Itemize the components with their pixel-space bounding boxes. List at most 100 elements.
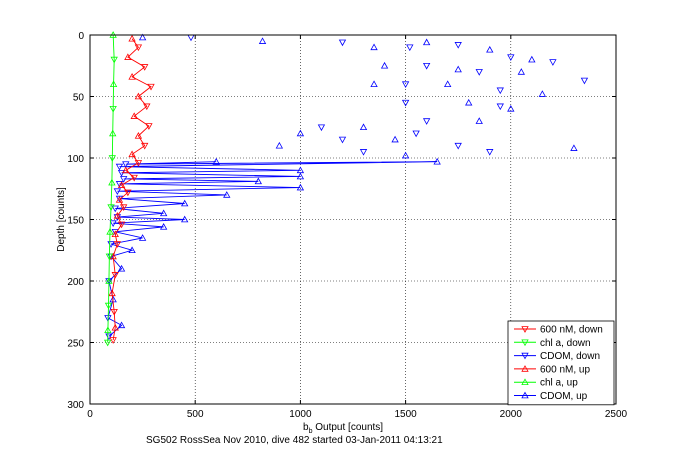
chla-profile-marker [107,204,115,212]
cdom-scatter-marker [406,44,414,52]
cdom-scatter-marker [258,37,267,44]
cdom-scatter-marker [412,130,420,138]
cdom-scatter-marker [370,43,378,51]
legend-entry: chl a, down [514,338,591,349]
y-tick-label: 0 [78,31,84,42]
x-axis-label-rest: Output [counts] [312,422,383,433]
legend-label: chl a, up [540,378,578,389]
nm600-profile-marker [113,211,122,219]
nm600-profile-marker [111,230,119,238]
legend-entry: 600 nM, down [514,325,603,336]
x-tick-label: 0 [87,409,93,420]
cdom-profile-marker [296,183,305,191]
y-tick-label: 50 [73,93,85,104]
cdom-scatter-marker [296,129,305,137]
cdom-profile-marker [113,188,122,196]
x-tick-label: 1000 [289,409,312,420]
cdom-profile-marker [433,157,441,165]
legend-marker [521,339,529,347]
nm600-profile-marker [117,221,126,229]
nm600-profile-marker [117,181,126,188]
nm600-profile-marker [134,92,143,100]
cdom-profile-marker [113,214,122,221]
nm600-profile-marker [141,142,149,150]
legend-label: 600 nM, up [540,364,590,375]
legend-entry: CDOM, down [514,351,600,362]
nm600-profile-marker [124,189,132,197]
cdom-scatter-marker [370,80,378,87]
cdom-profile-marker [109,220,117,228]
cdom-scatter-marker [317,124,326,132]
cdom-scatter-marker [570,144,578,151]
chla-profile-marker [110,56,118,64]
chla-profile-marker [106,227,114,235]
legend-entry: 600 nM, up [514,364,590,375]
cdom-profile-marker [115,181,124,188]
cdom-scatter-marker [138,33,147,41]
cdom-profile-marker [128,246,136,254]
legend-entry: CDOM, up [514,391,588,402]
cdom-scatter-marker [538,90,547,97]
cdom-profile-marker [181,199,189,207]
legend-marker [521,365,529,372]
nm600-profile-marker [108,289,116,297]
cdom-scatter-marker [465,98,473,106]
nm600-profile-marker [124,53,132,60]
y-tick-label: 300 [67,400,84,411]
cdom-scatter-marker [517,68,525,75]
x-tick-label: 1500 [394,409,417,420]
legend-marker [521,326,529,333]
chla-profile-marker [109,129,117,137]
nm600-profile-line [111,38,152,341]
nm600-profile-marker [111,323,119,331]
cdom-scatter-marker [475,117,483,124]
nm600-profile-marker [145,123,153,130]
chla-profile-marker [104,302,113,310]
cdom-scatter-marker [391,135,399,143]
legend-marker [521,352,529,360]
legend-marker [521,391,529,399]
legend: 600 nM, down chl a, down CDOM, down 600 nM,… [507,320,615,406]
chla-profile-marker [109,106,117,113]
cdom-profile-marker [115,163,124,171]
legend-marker [521,378,529,386]
nm600-profile-marker [111,272,119,279]
cdom-profile-marker [117,264,126,272]
cdom-scatter-marker [528,55,536,63]
chla-profile-marker [104,326,112,334]
cdom-scatter-marker [454,142,462,150]
x-tick-label: 2500 [605,409,628,420]
legend-label: CDOM, up [540,391,588,402]
x-axis-label-main: b [303,422,309,433]
nm600-profile-marker [130,174,138,182]
legend-entry: chl a, up [514,378,578,389]
cdom-scatter-marker [475,69,483,76]
y-tick-label: 150 [67,216,84,227]
x-axis-label-subscript: b [309,428,313,435]
chla-profile-marker [105,253,114,261]
y-axis-label: Depth [counts] [56,187,67,252]
cdom-profile-marker [212,157,220,165]
y-tick-label: 200 [67,277,84,288]
legend-label: chl a, down [540,338,591,349]
cdom-scatter-marker [496,103,504,111]
nm600-profile-marker [113,241,122,248]
cdom-profile-marker [111,205,119,213]
cdom-profile-marker [223,191,231,198]
nm600-profile-series [108,34,155,344]
legend-box [507,320,615,406]
nm600-profile-marker [147,83,155,91]
cdom-scatter-marker [486,149,494,156]
cdom-profile-marker [138,234,147,241]
chla-profile-marker [108,178,116,186]
cdom-scatter-marker [401,99,410,107]
nm600-profile-marker [128,72,136,80]
cdom-profile-marker [181,215,189,223]
nm600-profile-marker [130,112,138,119]
cdom-profile-series [104,157,441,341]
nm600-profile-marker [119,204,128,212]
nm600-profile-marker [128,34,136,42]
legend-label: CDOM, down [540,351,600,362]
nm600-profile-marker [134,132,143,139]
